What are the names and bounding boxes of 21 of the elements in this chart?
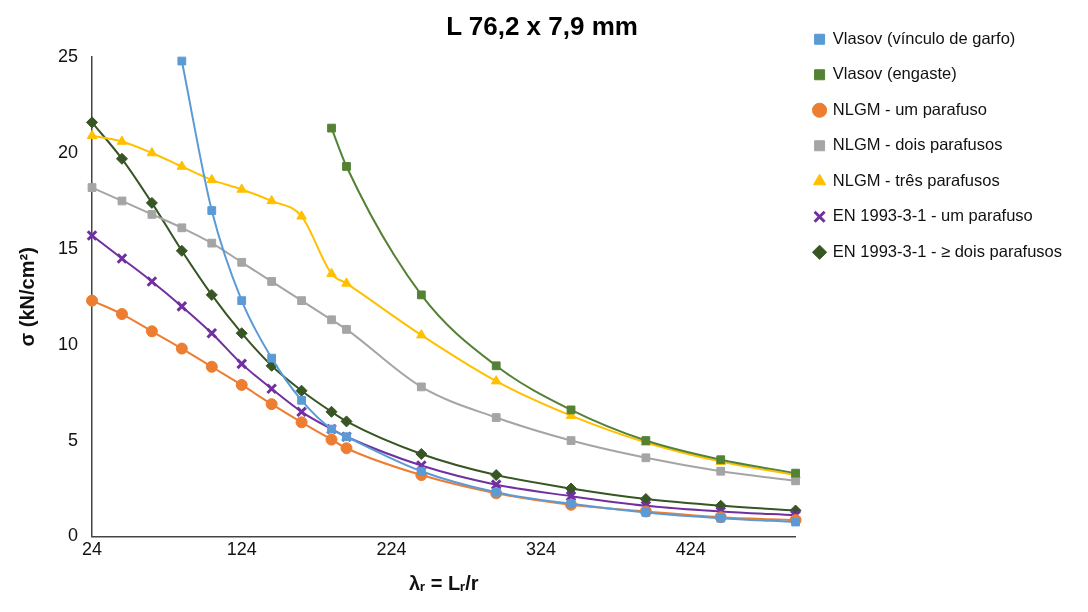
y-tick-label: 15 xyxy=(57,237,79,258)
legend-label: EN 1993-3-1 - um parafuso xyxy=(832,206,1033,225)
y-tick-label: 5 xyxy=(68,429,79,450)
x-tick-label: 424 xyxy=(675,539,706,560)
x-tick-label: 24 xyxy=(82,539,103,560)
y-tick-label: 0 xyxy=(68,525,79,546)
y-axis-title: σ (kN/cm²) xyxy=(15,247,38,347)
legend-label: NLGM - um parafuso xyxy=(832,99,987,118)
x-tick-label: 324 xyxy=(526,539,557,560)
legend-label: NLGM - dois parafusos xyxy=(832,135,1003,154)
legend-label: NLGM - três parafusos xyxy=(832,170,1000,189)
y-tick-label: 25 xyxy=(57,46,79,67)
legend-label: Vlasov (vínculo de garfo) xyxy=(832,28,1016,47)
x-tick-label: 224 xyxy=(376,539,407,560)
x-axis-title: λᵣ = Lᵣ/r xyxy=(409,571,479,594)
y-tick-label: 10 xyxy=(57,333,79,354)
x-tick-label: 124 xyxy=(226,539,257,560)
chart-title: L 76,2 x 7,9 mm xyxy=(446,10,638,41)
legend-label: EN 1993-3-1 - ≥ dois parafusos xyxy=(832,241,1062,260)
y-tick-label: 20 xyxy=(57,142,79,163)
legend-label: Vlasov (engaste) xyxy=(832,64,957,83)
